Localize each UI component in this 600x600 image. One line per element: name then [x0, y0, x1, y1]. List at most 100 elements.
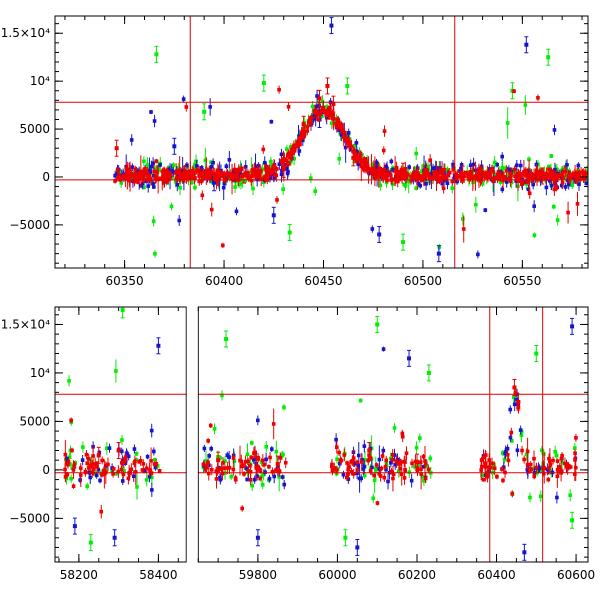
data-point: [119, 458, 124, 468]
data-point: [552, 173, 557, 185]
data-point: [290, 145, 294, 154]
data-point-anchor: [301, 115, 306, 133]
data-point: [305, 120, 310, 134]
data-point: [361, 164, 365, 170]
data-point: [218, 473, 222, 482]
data-point-anchor: [120, 307, 125, 319]
data-point-anchor: [343, 529, 348, 547]
data-point: [523, 171, 527, 177]
data-point: [251, 181, 255, 196]
data-point: [286, 149, 291, 157]
data-point-anchor: [275, 455, 280, 473]
data-point: [240, 505, 244, 512]
data-point: [282, 404, 286, 411]
data-point: [283, 457, 288, 469]
x-tick-label: 59800: [239, 568, 277, 582]
data-point: [135, 172, 139, 179]
data-point-anchor: [202, 103, 207, 121]
x-tick-label: 60200: [398, 568, 436, 582]
data-point: [67, 375, 71, 387]
data-point: [542, 470, 546, 477]
data-point: [243, 455, 248, 469]
data-point: [381, 346, 386, 352]
data-point: [227, 461, 232, 474]
data-point: [154, 171, 159, 183]
data-point: [197, 176, 202, 186]
data-point: [270, 467, 275, 476]
data-point-anchor: [116, 441, 121, 459]
data-point: [495, 171, 500, 178]
data-point: [525, 437, 530, 466]
data-point: [573, 467, 577, 482]
data-point: [69, 474, 73, 483]
data-point-anchor: [72, 517, 77, 535]
data-point: [543, 174, 548, 184]
data-point: [417, 433, 422, 443]
data-point: [145, 167, 150, 182]
data-layer-top: [113, 17, 588, 263]
data-point: [536, 462, 541, 474]
data-point: [381, 171, 385, 184]
data-point-anchor: [331, 95, 336, 113]
data-point: [520, 445, 524, 456]
data-point: [339, 121, 343, 128]
data-point: [203, 466, 208, 473]
y-tick-label: 5000: [19, 414, 50, 428]
data-point: [500, 466, 504, 472]
data-point: [371, 493, 376, 504]
data-point: [223, 465, 227, 472]
data-point: [490, 164, 494, 173]
data-point: [492, 155, 497, 169]
y-tick-label: 0: [42, 463, 50, 477]
data-point: [153, 250, 157, 258]
data-point: [535, 166, 540, 178]
y-tick-label: 1.5×10⁴: [1, 26, 50, 40]
data-point: [431, 170, 435, 185]
data-point: [522, 455, 526, 464]
data-point: [127, 173, 132, 188]
data-point: [443, 175, 448, 182]
data-point: [576, 162, 581, 169]
y-tick-label: 0: [42, 170, 50, 184]
data-point: [514, 172, 519, 181]
data-point: [248, 463, 252, 468]
data-point: [85, 460, 90, 466]
data-point: [394, 161, 399, 174]
data-point: [78, 464, 83, 472]
data-point: [378, 470, 383, 482]
data-point-anchor: [570, 317, 575, 335]
data-point: [232, 163, 237, 176]
data-point-anchor: [351, 149, 356, 167]
data-point: [434, 174, 439, 185]
data-point: [115, 167, 120, 174]
data-point: [484, 450, 488, 460]
data-point: [208, 423, 213, 429]
data-point: [271, 408, 276, 440]
data-point: [334, 440, 339, 454]
data-point: [421, 168, 426, 186]
data-point: [338, 455, 343, 465]
data-point: [341, 470, 346, 479]
data-point: [476, 250, 480, 259]
data-point: [563, 183, 568, 191]
data-point: [563, 166, 568, 177]
data-point: [414, 441, 419, 454]
data-point: [209, 168, 213, 175]
data-point: [407, 466, 412, 479]
data-point: [505, 450, 510, 460]
data-point: [99, 504, 104, 519]
data-point: [549, 153, 554, 159]
data-point: [547, 169, 552, 180]
data-point-anchor: [261, 74, 266, 92]
data-point: [277, 85, 281, 94]
data-point: [480, 460, 484, 473]
data-point: [152, 184, 156, 190]
data-point: [152, 114, 157, 128]
data-point: [346, 128, 351, 138]
data-point: [178, 167, 183, 181]
data-point: [256, 452, 260, 463]
data-point: [140, 467, 145, 473]
data-point-anchor: [287, 224, 292, 242]
data-point: [98, 477, 102, 484]
